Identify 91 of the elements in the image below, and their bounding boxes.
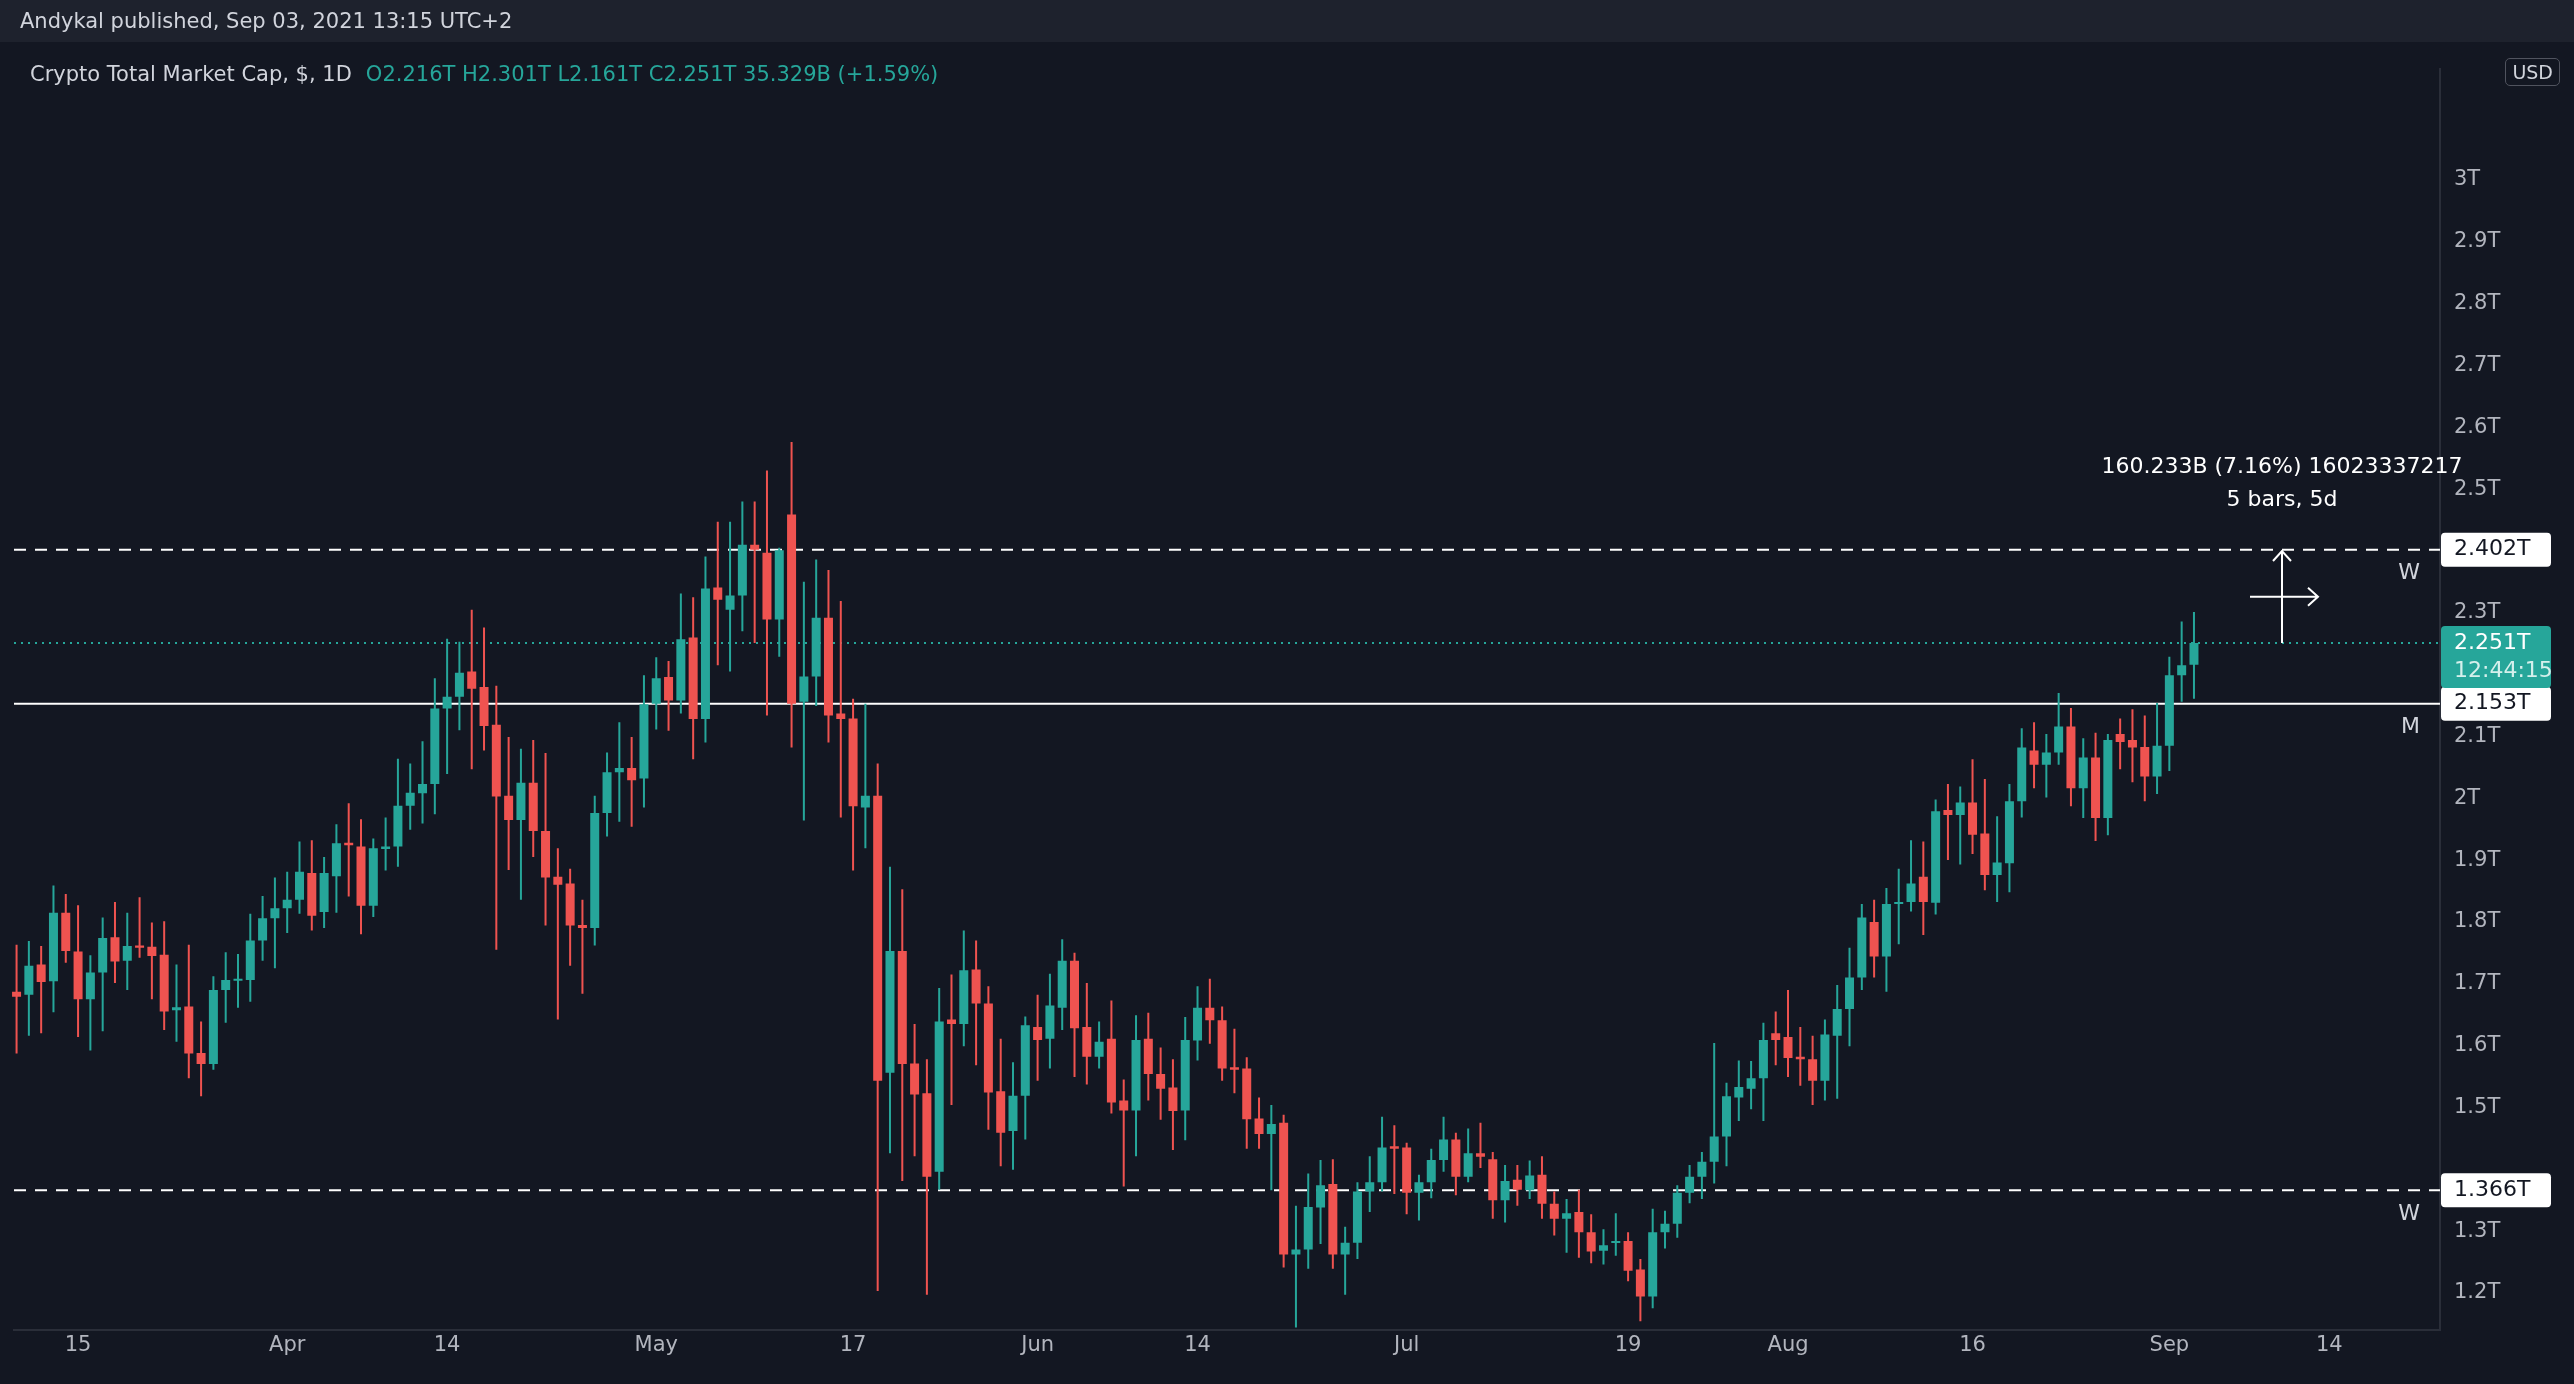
candlestick [2115, 718, 2125, 770]
annotation: 5 bars, 5d [2226, 486, 2338, 512]
candlestick [577, 899, 587, 994]
x-tick-label: Apr [269, 1332, 306, 1357]
candlestick [233, 954, 243, 1008]
annotation: M [2401, 713, 2420, 739]
candlestick [1291, 1205, 1301, 1328]
candlestick [1475, 1122, 1485, 1168]
candlestick [147, 922, 157, 1000]
candlestick [196, 1021, 206, 1097]
x-tick-label: 17 [839, 1332, 867, 1357]
candlestick [418, 741, 428, 824]
candlestick [713, 521, 723, 666]
candlestick [1365, 1156, 1375, 1212]
candlestick [1266, 1104, 1276, 1191]
x-tick-label: 16 [1959, 1332, 1986, 1357]
y-tick-label: 2.9T [2454, 228, 2501, 253]
y-tick-label: 2.6T [2454, 413, 2501, 438]
ref-line-label: 2.251T [2454, 628, 2531, 654]
candlestick [405, 763, 415, 830]
candlestick [946, 974, 956, 1105]
candlestick [1598, 1229, 1608, 1265]
candlestick [221, 952, 231, 1023]
text: 12:44:15 [2454, 656, 2553, 682]
candlestick [135, 897, 145, 958]
y-tick-label: 2.3T [2454, 599, 2501, 624]
y-axis-title: USD [2505, 58, 2560, 86]
candlestick [1992, 816, 2002, 903]
candlestick [2127, 709, 2137, 783]
candlestick [1389, 1125, 1399, 1194]
candlestick [614, 722, 624, 822]
x-tick-label: Jun [1019, 1332, 1055, 1357]
x-tick-label: Aug [1767, 1332, 1809, 1357]
annotation: W [2398, 1199, 2421, 1225]
x-tick-label: Jul [1391, 1332, 1420, 1357]
ref-line-label: 1.366T [2454, 1175, 2531, 1201]
candlestick [12, 944, 22, 1054]
y-tick-label: 1.3T [2454, 1217, 2501, 1242]
annotation: W [2398, 559, 2421, 585]
text: Andykal published, Sep 03, 2021 13:15 UTC+2 [0, 0, 2574, 42]
candlestick [344, 803, 354, 897]
chart-subtitle: O2.216T H2.301T L2.161T C2.251T 35.329B (+1.59%) [365, 62, 939, 86]
candlestick [1734, 1060, 1744, 1121]
y-tick-label: 3T [2454, 166, 2481, 191]
candlestick [836, 600, 846, 818]
candlestick [1771, 1011, 1781, 1066]
candlestick [1229, 1028, 1239, 1094]
ref-line-label: 2.153T [2454, 689, 2531, 715]
x-tick-label: Sep [2149, 1332, 2190, 1357]
x-tick-label: 19 [1614, 1332, 1642, 1357]
candlestick [1955, 786, 1965, 865]
candlestick [553, 848, 563, 1020]
x-tick-label: 14 [433, 1332, 461, 1357]
candlestick [1033, 994, 1043, 1081]
candlestick [1414, 1174, 1424, 1221]
candlestick [627, 737, 637, 827]
y-tick-label: 2T [2454, 784, 2481, 809]
candlestick [1943, 784, 1953, 861]
candlestick [1562, 1198, 1572, 1253]
candlestick [122, 912, 132, 990]
candlestick [1894, 868, 1904, 945]
x-tick-label: 14 [2315, 1332, 2343, 1357]
x-tick-label: 15 [64, 1332, 92, 1357]
candlestick [1709, 1043, 1719, 1184]
candlestick [467, 609, 477, 770]
candlestick [381, 817, 391, 871]
candlestick [1611, 1213, 1621, 1256]
y-tick-label: 1.9T [2454, 846, 2501, 871]
x-tick-label: 14 [1184, 1332, 1211, 1357]
candlestick [750, 501, 760, 644]
candlestick [270, 877, 280, 969]
chart-title: Crypto Total Market Cap, $, 1D [30, 62, 352, 86]
y-tick-label: 2.1T [2454, 722, 2501, 747]
candlestick [504, 737, 514, 870]
y-tick-label: 1.2T [2454, 1279, 2501, 1304]
ref-line-label: 2.402T [2454, 535, 2531, 561]
y-tick-label: 1.6T [2454, 1032, 2501, 1057]
candlestick [1119, 1079, 1129, 1187]
y-tick-label: 1.5T [2454, 1093, 2501, 1118]
y-tick-label: 2.7T [2454, 351, 2501, 376]
y-tick-label: 2.8T [2454, 290, 2501, 315]
y-tick-label: 1.8T [2454, 908, 2501, 933]
candlestick [2041, 733, 2051, 798]
candlestick [171, 964, 181, 1042]
candlestick [1746, 1061, 1756, 1110]
y-tick-label: 1.7T [2454, 970, 2501, 995]
candlestick [1340, 1226, 1350, 1295]
candlestick [1156, 1047, 1166, 1120]
candlestick [860, 703, 870, 849]
candlestick [1795, 1027, 1805, 1086]
x-tick-label: May [634, 1332, 678, 1357]
